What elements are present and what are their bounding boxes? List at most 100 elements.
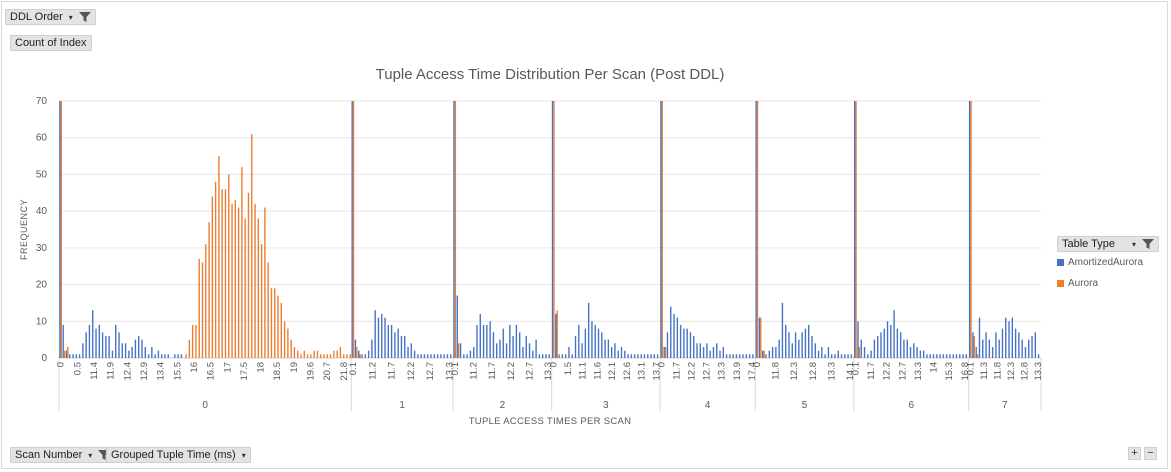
bar-amortizedaurora (509, 324, 511, 358)
bar-amortizedaurora (781, 302, 784, 358)
legend-label-aurora: Aurora (1068, 278, 1099, 289)
x-tick-label: 13.3 (543, 362, 554, 381)
bar-aurora (191, 324, 194, 358)
bar-amortizedaurora (167, 354, 169, 358)
bar-aurora (290, 339, 292, 358)
bar-amortizedaurora (410, 343, 412, 358)
bar-amortizedaurora (794, 332, 797, 358)
bar-aurora (359, 354, 361, 358)
table-type-field-button[interactable]: Table Type ▾ (1057, 236, 1159, 252)
bar-amortizedaurora (440, 354, 442, 358)
bar-aurora (251, 134, 253, 358)
x-tick-label: 11.4 (89, 362, 100, 380)
bar-amortizedaurora (525, 335, 527, 358)
ddl-order-field-button[interactable]: DDL Order ▾ (5, 9, 96, 25)
bar-aurora (858, 346, 861, 358)
x-tick-label: 13.9 (732, 362, 743, 381)
bar-aurora (976, 354, 979, 358)
x-tick-label: 11.6 (592, 362, 603, 380)
bar-aurora (267, 262, 269, 358)
legend-item-aurora[interactable]: Aurora (1057, 278, 1159, 289)
bar-amortizedaurora (545, 354, 547, 358)
bar-aurora (260, 244, 263, 358)
bar-amortizedaurora (1008, 321, 1010, 358)
legend-item-amortizedaurora[interactable]: AmortizedAurora (1057, 257, 1159, 268)
bar-aurora (201, 262, 204, 358)
bar-amortizedaurora (482, 324, 485, 358)
x-tick-label: 17.4 (747, 362, 758, 381)
x-tick-label: 0 (752, 362, 763, 367)
bar-amortizedaurora (1005, 317, 1007, 358)
x-tick-label: 19.6 (306, 362, 317, 381)
bar-aurora (320, 354, 322, 358)
bar-amortizedaurora (824, 354, 826, 358)
bar-amortizedaurora (978, 317, 981, 358)
x-tick-label: 12.9 (139, 362, 150, 381)
bar-amortizedaurora (551, 101, 554, 358)
bar-amortizedaurora (926, 354, 928, 358)
bar-amortizedaurora (358, 350, 360, 358)
bar-amortizedaurora (857, 321, 859, 358)
bar-aurora (280, 302, 283, 358)
bar-amortizedaurora (157, 350, 160, 358)
bar-aurora (270, 288, 273, 358)
bar-amortizedaurora (151, 346, 153, 358)
bar-amortizedaurora (982, 339, 984, 358)
bar-amortizedaurora (679, 324, 682, 358)
collapse-minus-button[interactable]: − (1144, 447, 1157, 460)
bar-aurora (306, 354, 309, 358)
bar-amortizedaurora (597, 328, 600, 358)
y-axis-label: FREQUENCY (19, 199, 29, 260)
bar-aurora (303, 350, 305, 358)
bar-amortizedaurora (768, 350, 770, 358)
bar-amortizedaurora (637, 354, 639, 358)
scan-number-field-button[interactable]: Scan Number ▾ (10, 447, 116, 463)
x-tick-label: 15.3 (944, 362, 955, 381)
bar-amortizedaurora (870, 350, 872, 358)
grouped-tuple-time-field-button[interactable]: Grouped Tuple Time (ms) ▾ (106, 447, 251, 463)
bar-amortizedaurora (811, 335, 813, 358)
bar-amortizedaurora (840, 354, 843, 358)
bar-amortizedaurora (834, 354, 836, 358)
bar-aurora (349, 354, 351, 358)
expand-plus-button[interactable]: + (1128, 447, 1141, 460)
x-tick-label: 12.2 (882, 362, 893, 381)
bar-amortizedaurora (788, 332, 790, 358)
bar-amortizedaurora (466, 354, 468, 358)
bar-amortizedaurora (742, 354, 744, 358)
count-of-index-label: Count of Index (15, 37, 87, 49)
bar-amortizedaurora (775, 346, 777, 358)
bar-amortizedaurora (469, 350, 472, 358)
bar-aurora (247, 192, 250, 358)
filter-icon (1142, 239, 1154, 249)
bar-amortizedaurora (522, 346, 524, 358)
bar-amortizedaurora (390, 324, 393, 358)
bar-amortizedaurora (85, 332, 87, 358)
bar-amortizedaurora (633, 354, 636, 358)
bar-aurora (283, 321, 286, 358)
count-of-index-field-button[interactable]: Count of Index (10, 35, 92, 51)
bar-amortizedaurora (873, 339, 876, 358)
bar-amortizedaurora (473, 346, 475, 358)
legend-swatch-orange (1057, 280, 1064, 287)
chart-title: Tuple Access Time Distribution Per Scan … (375, 66, 725, 83)
bar-amortizedaurora (650, 354, 652, 358)
bar-amortizedaurora (906, 339, 908, 358)
bar-aurora (208, 222, 210, 358)
bar-aurora (333, 350, 335, 358)
bar-aurora (310, 354, 312, 358)
bar-amortizedaurora (965, 354, 968, 358)
bar-amortizedaurora (853, 101, 856, 358)
bar-amortizedaurora (617, 350, 619, 358)
x-tick-label: 13.4 (156, 362, 167, 381)
x-tick-label: 12.2 (506, 362, 517, 381)
x-tick-label: 15.5 (172, 362, 183, 381)
x-tick-label: 0 (56, 362, 67, 367)
x-tick-label: 14.1 (845, 362, 856, 381)
x-tick-label: 0 (548, 362, 559, 367)
bar-amortizedaurora (1021, 339, 1023, 358)
legend-label-amortizedaurora: AmortizedAurora (1068, 257, 1144, 268)
y-tick-label: 0 (41, 353, 47, 364)
x-axis-label: TUPLE ACCESS TIMES PER SCAN (469, 416, 632, 427)
